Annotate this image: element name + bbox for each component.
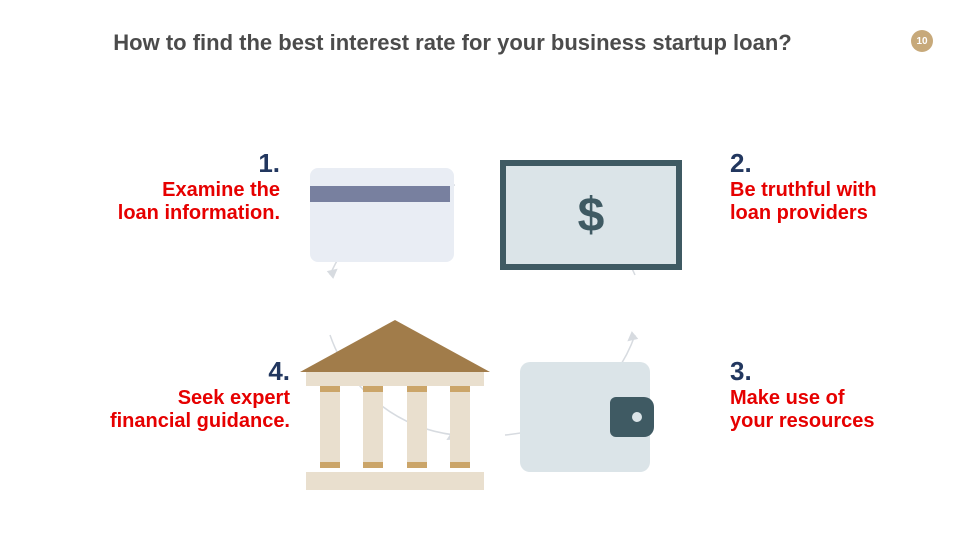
step-1-line2: loan information. <box>70 202 280 225</box>
step-2: 2. Be truthful with loan providers <box>730 148 940 225</box>
dollar-bill-icon: $ <box>500 160 682 270</box>
step-2-number: 2. <box>730 148 940 179</box>
step-4-line2: financial guidance. <box>60 410 290 433</box>
step-2-line1: Be truthful with <box>730 179 940 202</box>
step-3: 3. Make use of your resources <box>730 356 940 433</box>
bank-building-icon <box>300 320 490 490</box>
slide-title: How to find the best interest rate for y… <box>0 30 905 56</box>
step-1-number: 1. <box>70 148 280 179</box>
step-3-line2: your resources <box>730 410 940 433</box>
step-1: 1. Examine the loan information. <box>70 148 280 225</box>
step-3-number: 3. <box>730 356 940 387</box>
wallet-icon <box>520 362 650 472</box>
step-3-line1: Make use of <box>730 387 940 410</box>
step-1-line1: Examine the <box>70 179 280 202</box>
step-2-line2: loan providers <box>730 202 940 225</box>
step-4: 4. Seek expert financial guidance. <box>60 356 290 433</box>
step-4-number: 4. <box>60 356 290 387</box>
step-4-line1: Seek expert <box>60 387 290 410</box>
page-number-badge: 10 <box>911 30 933 52</box>
slide: How to find the best interest rate for y… <box>0 0 975 549</box>
credit-card-icon <box>310 168 454 262</box>
